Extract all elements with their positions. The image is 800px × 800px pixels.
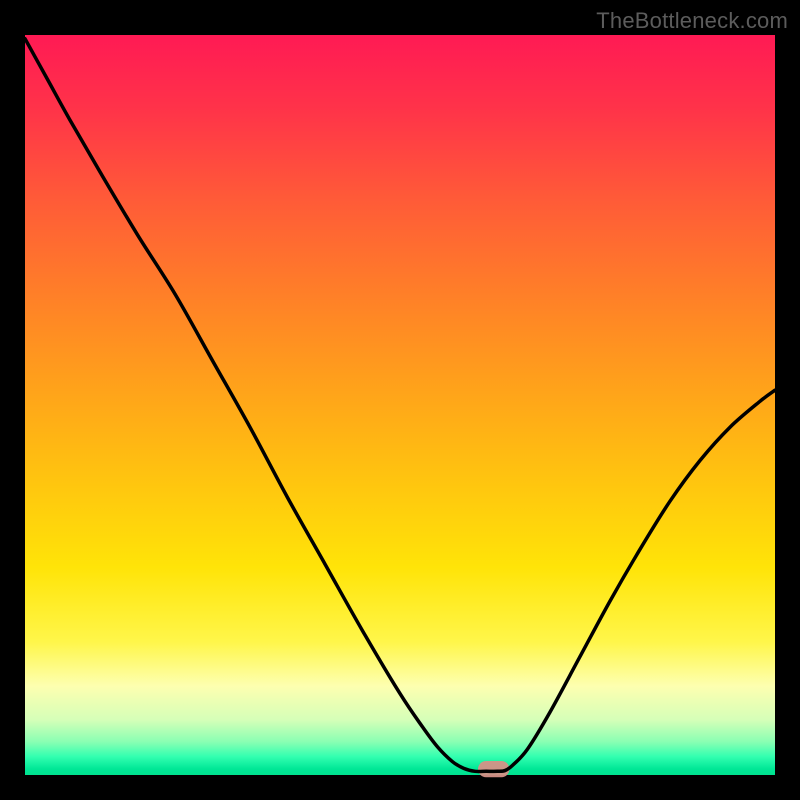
gradient-plot bbox=[0, 0, 800, 800]
plot-background bbox=[25, 35, 775, 775]
watermark-text: TheBottleneck.com bbox=[596, 8, 788, 34]
chart-container: TheBottleneck.com bbox=[0, 0, 800, 800]
